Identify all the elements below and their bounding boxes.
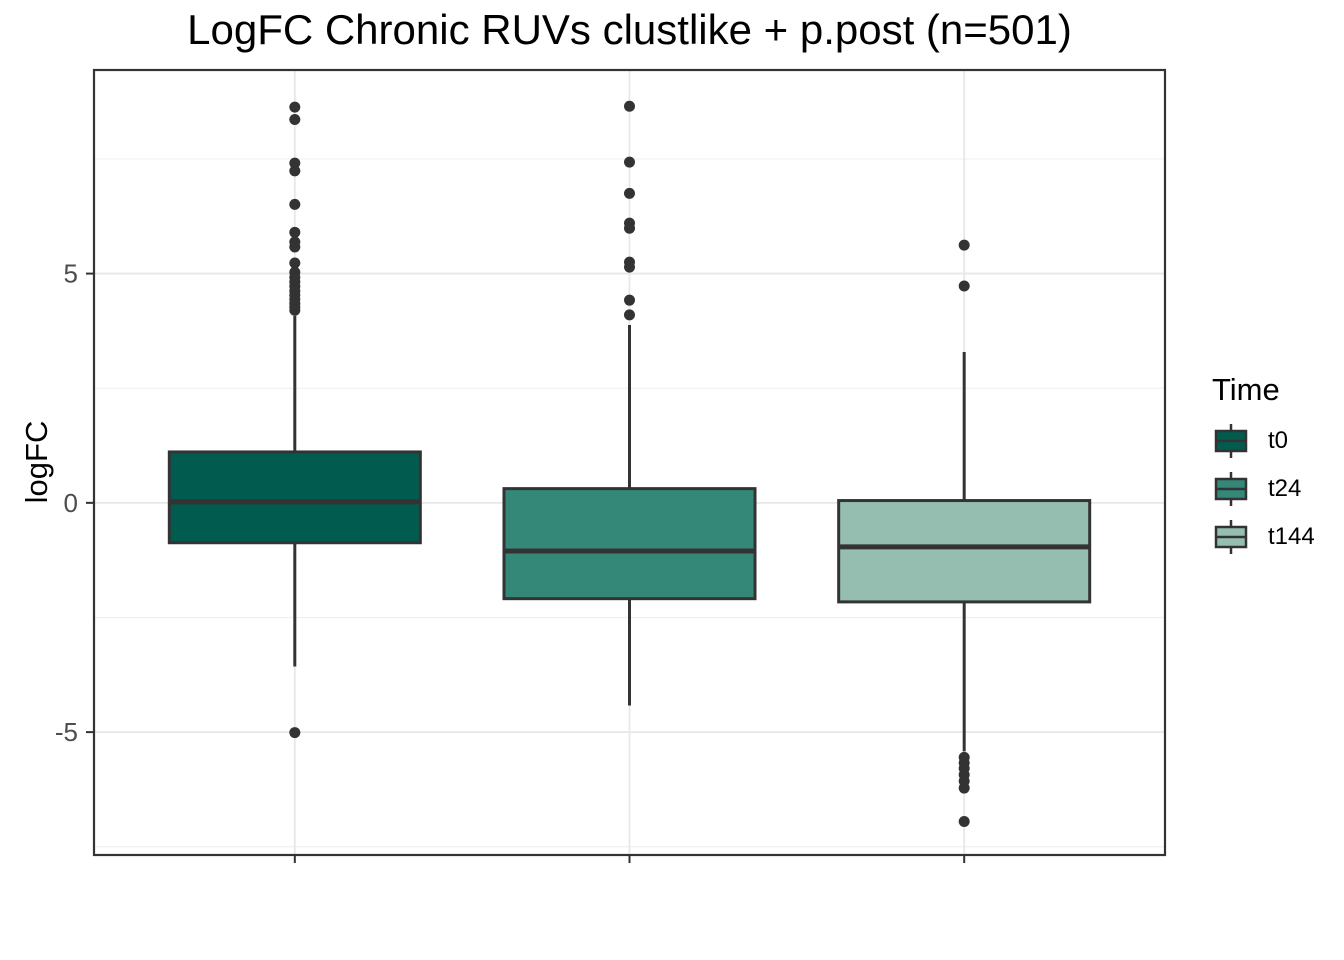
outlier-point [289,304,301,316]
outlier-point [958,782,970,794]
legend-item-t24: t24 [1212,470,1315,508]
outlier-point [289,101,301,113]
outlier-point [958,239,970,251]
box [167,450,422,545]
legend-key-boxplot-icon [1214,520,1248,554]
legend-key-boxplot-icon [1214,472,1248,506]
outlier-point [624,261,635,273]
box [837,499,1092,604]
outlier-point [289,157,301,169]
outlier-point [958,280,970,292]
legend-item-t144: t144 [1212,518,1315,556]
legend-item-label: t144 [1268,523,1315,550]
outlier-point [624,100,635,112]
outlier-point [289,198,301,210]
outlier-point [624,187,635,199]
outlier-point [624,309,635,321]
outlier-point [624,222,635,234]
panel-border [92,68,1167,857]
legend-title: Time [1212,372,1280,407]
plot-title: LogFC Chronic RUVs clustlike + p.post (n… [187,6,1072,53]
y-axis-tick-label: 0 [64,488,78,518]
boxplot-t0 [167,101,422,739]
legend-item-label: t0 [1268,427,1289,454]
outlier-point [289,114,301,126]
outlier-point [624,294,635,306]
boxplot-t144 [837,239,1092,828]
boxplot-t24 [502,100,757,706]
legend: Time t0 t24 t144 [1212,372,1315,566]
legend-items: t0 t24 t144 [1212,422,1315,556]
y-axis-tick-label: -5 [55,717,78,747]
outlier-point [624,156,635,168]
box [502,487,757,601]
outlier-point [289,165,301,177]
outlier-point [958,816,970,828]
y-axis-tick-label: 5 [64,259,78,289]
legend-item-t0: t0 [1212,422,1315,460]
outlier-point [289,727,301,739]
legend-item-label: t24 [1268,475,1302,502]
outlier-point [289,226,301,238]
outlier-point [289,257,301,269]
legend-key-boxplot-icon [1214,424,1248,458]
outlier-point [289,241,301,253]
